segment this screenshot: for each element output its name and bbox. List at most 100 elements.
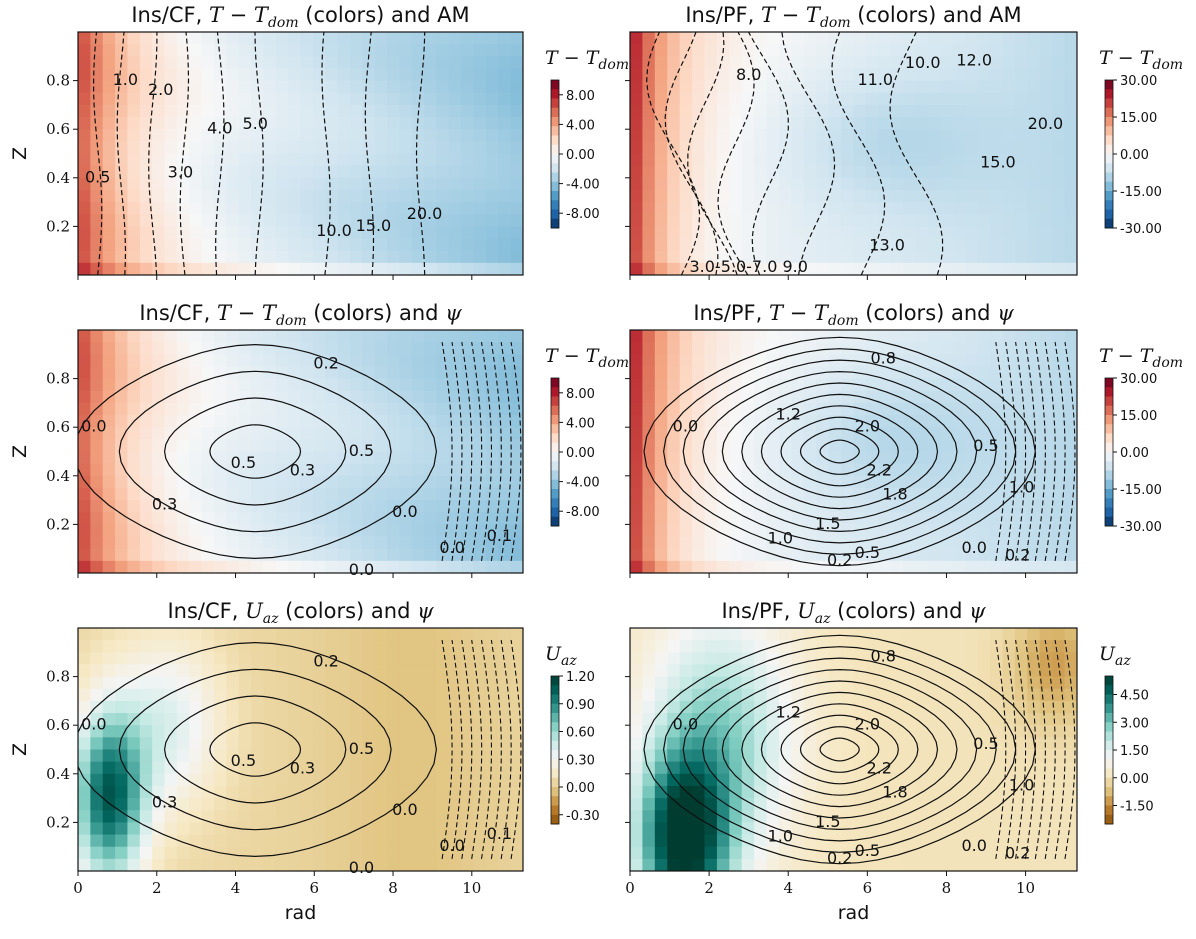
heat-cell bbox=[865, 798, 879, 811]
heat-cell bbox=[990, 512, 1004, 525]
colorbar-label-part: T bbox=[586, 345, 600, 367]
heat-cell bbox=[473, 475, 487, 489]
heat-cell bbox=[1064, 165, 1077, 179]
heat-cell bbox=[362, 141, 376, 155]
heat-cell bbox=[90, 56, 104, 70]
heat-cell bbox=[213, 104, 227, 118]
heat-cell bbox=[679, 524, 693, 538]
heat-cell bbox=[679, 378, 693, 392]
heat-cell bbox=[78, 330, 91, 343]
heat-cell bbox=[766, 439, 780, 453]
heat-cell bbox=[411, 798, 425, 811]
heat-cell bbox=[349, 773, 363, 787]
heat-cell bbox=[1052, 463, 1066, 477]
heat-cell bbox=[1039, 330, 1053, 343]
heat-cell bbox=[189, 688, 203, 702]
heat-cell bbox=[374, 688, 388, 702]
contour-line bbox=[747, 32, 789, 275]
heat-cell bbox=[176, 92, 190, 106]
contour-lines bbox=[78, 342, 522, 561]
heat-cell bbox=[300, 390, 314, 404]
heat-cell bbox=[841, 153, 855, 167]
heat-cell bbox=[965, 560, 979, 573]
heat-cell bbox=[890, 44, 904, 57]
heat-cell bbox=[349, 92, 363, 106]
heat-cell bbox=[928, 846, 942, 860]
heat-cell bbox=[374, 177, 388, 191]
heat-cell bbox=[654, 415, 668, 428]
heat-cell bbox=[411, 177, 425, 191]
axes-frame bbox=[629, 31, 1078, 276]
heat-cell bbox=[754, 226, 768, 240]
heat-cell bbox=[461, 68, 475, 82]
heat-cell bbox=[238, 858, 252, 871]
heat-cell bbox=[152, 858, 166, 871]
heat-cell bbox=[263, 378, 277, 392]
heat-cell bbox=[1052, 165, 1066, 179]
heat-cell bbox=[841, 262, 855, 275]
heat-cell bbox=[791, 785, 805, 799]
heat-cell bbox=[337, 427, 351, 440]
heat-cell bbox=[436, 725, 450, 738]
heat-cell bbox=[928, 427, 942, 440]
heat-cell bbox=[716, 628, 730, 641]
heat-cell bbox=[275, 439, 289, 453]
heat-cell bbox=[878, 202, 892, 215]
contour-label: 2.2 bbox=[866, 460, 891, 479]
heat-cell bbox=[300, 330, 314, 343]
axes-frame bbox=[77, 31, 524, 276]
heat-cell bbox=[642, 415, 656, 428]
heat-cell bbox=[704, 92, 718, 106]
title-part: (colors) and bbox=[831, 599, 970, 623]
heat-cell bbox=[115, 32, 129, 45]
heat-cell bbox=[189, 165, 203, 179]
heat-cell bbox=[915, 202, 929, 215]
heat-cell bbox=[754, 238, 768, 252]
heat-cell bbox=[473, 129, 487, 142]
heat-cell bbox=[436, 463, 450, 477]
heat-cell bbox=[139, 548, 153, 562]
heat-cell bbox=[510, 737, 523, 751]
heat-cell bbox=[716, 785, 730, 799]
heat-cell bbox=[1052, 475, 1066, 489]
heat-cell bbox=[226, 202, 240, 215]
heat-cell bbox=[411, 451, 425, 465]
heat-cell bbox=[152, 366, 166, 380]
heat-cell bbox=[349, 798, 363, 811]
heat-cell bbox=[102, 512, 116, 525]
heat-cell bbox=[473, 226, 487, 240]
heat-cell bbox=[213, 834, 227, 848]
heat-cell bbox=[201, 250, 215, 264]
heat-cell bbox=[461, 773, 475, 787]
heat-cell bbox=[510, 56, 523, 70]
heat-cell bbox=[102, 713, 116, 726]
heat-cell bbox=[1039, 475, 1053, 489]
heat-cell bbox=[226, 451, 240, 465]
contour-lines bbox=[643, 634, 1076, 865]
contour-line bbox=[490, 640, 502, 859]
heat-cell bbox=[977, 858, 991, 871]
heat-cell bbox=[411, 676, 425, 690]
heat-cell bbox=[1052, 226, 1066, 240]
contour-label: 1.2 bbox=[775, 703, 800, 722]
heat-cell bbox=[791, 378, 805, 392]
heat-cell bbox=[754, 415, 768, 428]
heat-cell bbox=[139, 141, 153, 155]
colorbar-segment bbox=[1105, 516, 1113, 527]
heat-cell bbox=[139, 463, 153, 477]
heat-cell bbox=[630, 536, 644, 550]
heat-cell bbox=[90, 366, 104, 380]
heat-cell bbox=[1064, 858, 1077, 871]
heat-cell bbox=[152, 214, 166, 227]
heat-cell bbox=[1052, 104, 1066, 118]
heat-cell bbox=[903, 427, 917, 440]
heat-cell bbox=[1052, 700, 1066, 714]
heat-cell bbox=[90, 536, 104, 550]
heat-cell bbox=[374, 117, 388, 130]
heat-cell bbox=[816, 846, 830, 860]
heat-cell bbox=[642, 189, 656, 203]
heat-cell bbox=[630, 487, 644, 501]
heat-cell bbox=[387, 536, 400, 550]
heat-cell bbox=[436, 761, 450, 775]
